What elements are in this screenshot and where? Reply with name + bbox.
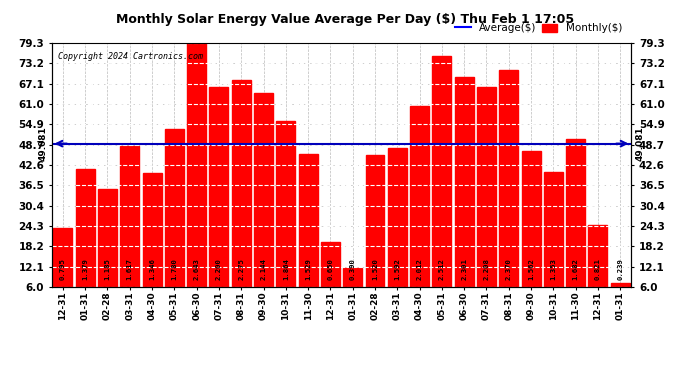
Text: 1.780: 1.780 — [171, 258, 177, 280]
Text: 1.379: 1.379 — [82, 258, 88, 280]
Bar — [388, 148, 407, 287]
Bar — [500, 70, 518, 287]
Bar — [455, 77, 473, 287]
Bar — [410, 106, 429, 287]
Bar — [76, 169, 95, 287]
Bar — [276, 121, 295, 287]
Bar — [210, 87, 228, 287]
Text: 0.795: 0.795 — [60, 258, 66, 280]
Text: 0.821: 0.821 — [595, 258, 601, 280]
Text: 1.520: 1.520 — [372, 258, 378, 280]
Bar — [187, 43, 206, 287]
Text: Copyright 2024 Cartronics.com: Copyright 2024 Cartronics.com — [57, 52, 203, 61]
Text: 1.592: 1.592 — [394, 258, 400, 280]
Bar — [522, 151, 540, 287]
Text: 1.529: 1.529 — [305, 258, 311, 280]
Bar — [98, 189, 117, 287]
Text: 2.370: 2.370 — [506, 258, 512, 280]
Text: 49.081: 49.081 — [38, 126, 48, 161]
Bar — [232, 80, 250, 287]
Text: 2.144: 2.144 — [261, 258, 266, 280]
Text: 1.346: 1.346 — [149, 258, 155, 280]
Text: 2.012: 2.012 — [417, 258, 422, 280]
Text: 2.512: 2.512 — [439, 258, 445, 280]
Bar — [366, 155, 384, 287]
Text: 2.643: 2.643 — [194, 258, 199, 280]
Text: 1.562: 1.562 — [528, 258, 534, 280]
Bar — [611, 283, 630, 287]
Bar — [53, 228, 72, 287]
Text: 1.864: 1.864 — [283, 258, 289, 280]
Text: 1.617: 1.617 — [127, 258, 132, 280]
Bar — [343, 268, 362, 287]
Text: 2.200: 2.200 — [216, 258, 222, 280]
Text: 0.239: 0.239 — [617, 258, 623, 280]
Text: Monthly Solar Energy Value Average Per Day ($) Thu Feb 1 17:05: Monthly Solar Energy Value Average Per D… — [116, 13, 574, 26]
Bar — [120, 146, 139, 287]
Bar — [477, 87, 496, 287]
Text: 1.682: 1.682 — [573, 258, 579, 280]
Bar — [589, 225, 607, 287]
Bar — [544, 172, 563, 287]
Text: 2.208: 2.208 — [484, 258, 489, 280]
Text: 1.353: 1.353 — [551, 258, 556, 280]
Text: 0.650: 0.650 — [327, 258, 333, 280]
Legend: Average($), Monthly($): Average($), Monthly($) — [451, 19, 626, 38]
Text: 0.390: 0.390 — [350, 258, 356, 280]
Text: 2.275: 2.275 — [238, 258, 244, 280]
Bar — [433, 56, 451, 287]
Text: 1.185: 1.185 — [104, 258, 110, 280]
Bar — [254, 93, 273, 287]
Bar — [321, 242, 340, 287]
Text: 2.301: 2.301 — [461, 258, 467, 280]
Bar — [299, 154, 317, 287]
Bar — [143, 172, 161, 287]
Bar — [566, 139, 585, 287]
Text: 49.081: 49.081 — [635, 126, 645, 161]
Bar — [165, 129, 184, 287]
